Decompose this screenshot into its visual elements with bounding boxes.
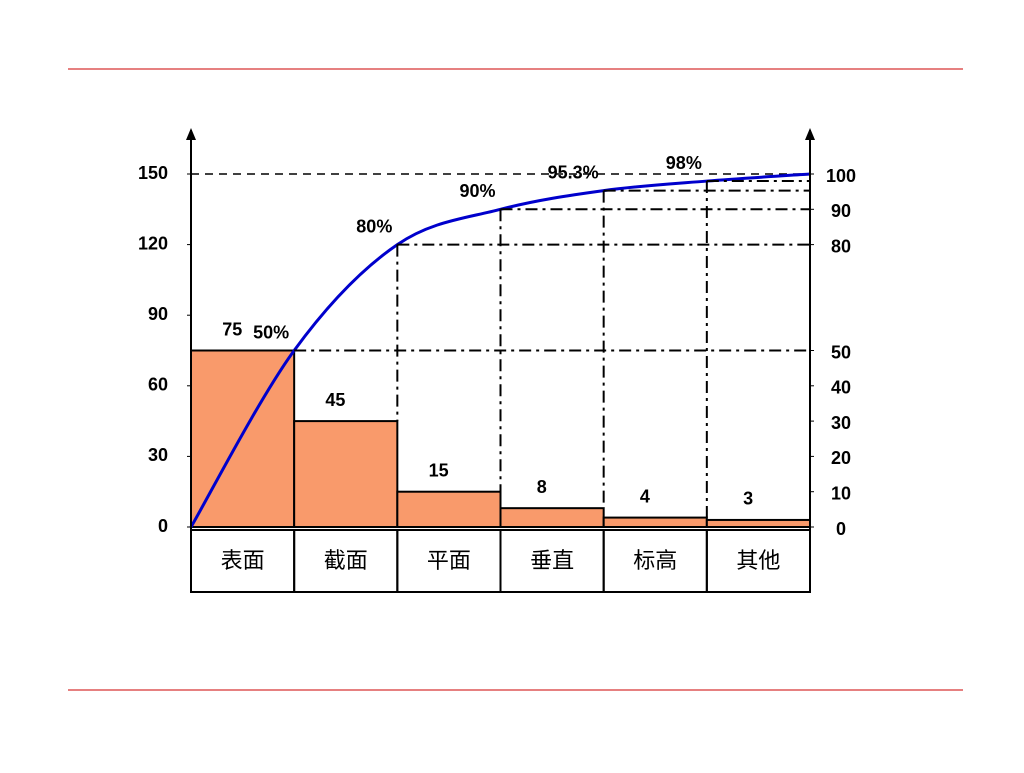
bar [602,516,708,529]
cumulative-label: 80% [356,216,392,236]
bar [705,518,811,529]
y2-axis-arrow [805,128,815,140]
data-label: 8 [537,477,547,497]
x-tick-label: 平面 [427,548,471,573]
data-label: 3 [743,489,753,509]
x-tick-label: 垂直 [530,548,574,573]
y2-tick-label: 10 [831,483,851,503]
y2-tick-label: 80 [831,236,851,256]
cumulative-label: 50% [253,322,289,342]
y-tick-label: 60 [148,375,168,395]
y2-tick-label: 20 [831,448,851,468]
y2-tick-label: 0 [836,519,846,539]
x-tick-label: 截面 [324,548,368,573]
data-label: 45 [325,390,345,410]
bar [293,420,399,529]
data-label: 15 [429,460,449,480]
y-tick-label: 30 [148,445,168,465]
x-tick-label: 标高 [633,548,677,573]
x-tick-label: 表面 [221,548,265,573]
y-tick-label: 90 [148,304,168,324]
y2-tick-label: 90 [831,201,851,221]
y-tick-label: 0 [158,516,168,536]
cumulative-label: 90% [459,181,495,201]
data-label: 4 [640,486,650,506]
curve-lead-in [189,349,296,528]
cumulative-label: 98% [666,153,702,173]
y-tick-label: 120 [138,233,168,253]
bar [499,507,605,529]
data-label: 75 [222,319,242,339]
bar [396,490,502,529]
y2-tick-label: 50 [831,342,851,362]
y-axis-arrow [186,128,196,140]
x-tick-label: 其他 [736,548,780,573]
y2-tick-label: 100 [826,166,856,186]
cumulative-label: 95.3% [548,162,599,182]
cumulative-line [292,172,811,352]
y2-tick-label: 30 [831,413,851,433]
y2-tick-label: 40 [831,378,851,398]
y-tick-label: 150 [138,163,168,183]
